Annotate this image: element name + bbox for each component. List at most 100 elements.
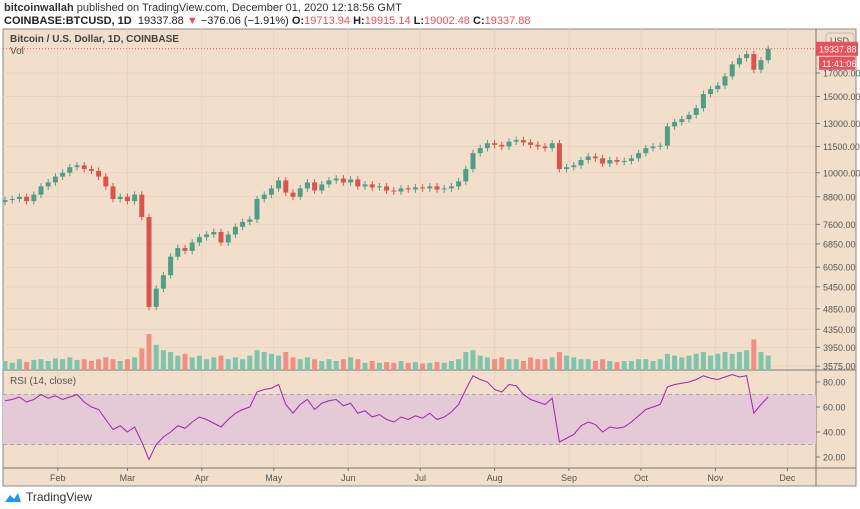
volume-bar <box>261 352 267 370</box>
volume-bar <box>38 359 44 370</box>
candle-body <box>333 178 339 181</box>
candle-body <box>628 158 634 161</box>
candle-body <box>492 143 498 145</box>
volume-bar <box>470 350 476 370</box>
volume-bar <box>614 362 620 370</box>
volume-bar <box>24 362 30 370</box>
volume-bar <box>124 359 130 370</box>
candle-body <box>700 94 706 109</box>
volume-bar <box>592 361 598 370</box>
volume-bar <box>427 362 433 370</box>
change: −376.06 (−1.91%) <box>200 15 289 27</box>
volume-bar <box>182 353 188 370</box>
candle-body <box>38 186 44 195</box>
low-value: 19002.48 <box>424 15 470 27</box>
candle-body <box>304 182 310 189</box>
volume-bar <box>31 359 37 370</box>
price-tick-label: 11500.00 <box>823 142 860 152</box>
candle-body <box>9 198 15 201</box>
candle-body <box>160 275 166 289</box>
candle-body <box>722 76 728 86</box>
time-tick-label: Jun <box>341 473 356 483</box>
time-tick-label: Jul <box>414 473 426 483</box>
candle-body <box>405 188 411 190</box>
candle-body <box>31 194 37 202</box>
volume-bar <box>333 361 339 370</box>
candle-body <box>758 60 764 70</box>
high-label: H: <box>353 15 365 27</box>
candle-body <box>470 153 476 170</box>
volume-bar <box>434 362 440 370</box>
volume-bar <box>535 359 541 370</box>
tradingview-logo: TradingView <box>4 490 92 504</box>
volume-bar <box>16 359 22 370</box>
candle-body <box>153 288 159 307</box>
rsi-tick-label: 60.00 <box>823 403 846 413</box>
candle-body <box>607 160 613 164</box>
volume-bar <box>700 352 706 370</box>
volume-bar <box>686 355 692 370</box>
volume-bar <box>218 355 224 370</box>
volume-bar <box>153 344 159 370</box>
price-tick-label: 17000.00 <box>823 69 860 79</box>
candle-body <box>247 219 253 222</box>
candle-body <box>189 242 195 251</box>
candle-body <box>297 188 303 197</box>
candle-body <box>729 64 735 77</box>
volume-bar <box>117 361 123 370</box>
candle-body <box>376 186 382 188</box>
volume-bar <box>326 359 332 370</box>
candle-body <box>571 165 577 168</box>
candle-body <box>240 221 246 227</box>
candle-body <box>585 156 591 161</box>
candle-body <box>499 144 505 147</box>
candle-body <box>528 142 534 145</box>
candle-body <box>24 196 30 202</box>
volume-bar <box>722 352 728 370</box>
volume-bar <box>168 352 174 370</box>
volume-bar <box>607 361 613 370</box>
candle-body <box>232 226 238 235</box>
rsi-line <box>4 373 769 461</box>
candle-body <box>744 54 750 59</box>
candle-body <box>340 178 346 183</box>
candle-body <box>254 198 260 220</box>
candle-body <box>456 181 462 187</box>
volume-bar <box>758 352 764 370</box>
candle-body <box>146 217 152 307</box>
volume-bar <box>484 357 490 370</box>
candle-body <box>679 119 685 122</box>
candle-body <box>564 167 570 170</box>
volume-bar <box>283 352 289 370</box>
candle-body <box>513 140 519 142</box>
close-value: 19337.88 <box>484 15 531 27</box>
price-tick-label: 8800.00 <box>823 192 856 202</box>
volume-bar <box>549 357 555 370</box>
volume-bar <box>189 357 195 370</box>
candle-body <box>348 179 354 183</box>
candle-body <box>168 256 174 276</box>
price-tick-label: 15000.00 <box>823 92 860 102</box>
open-label: O: <box>291 15 305 27</box>
candle-body <box>578 160 584 166</box>
volume-bar <box>528 357 534 370</box>
time-tick-label: Mar <box>120 473 136 483</box>
volume-bar <box>664 353 670 370</box>
volume-bar <box>304 357 310 370</box>
candle-body <box>117 196 123 199</box>
candle-body <box>412 187 418 190</box>
candle-body <box>124 196 130 202</box>
volume-bar <box>405 362 411 370</box>
candle-body <box>384 186 390 191</box>
candle-body <box>218 231 224 243</box>
volume-bar <box>139 348 145 370</box>
volume-bar <box>74 359 80 370</box>
countdown-tag-text: 11:41:06 <box>822 59 856 69</box>
candle-body <box>132 194 138 202</box>
volume-bar <box>355 359 361 370</box>
volume-bar <box>765 355 771 370</box>
volume-bar <box>520 361 526 370</box>
price-tick-label: 6050.00 <box>823 263 856 273</box>
candle-body <box>420 187 426 189</box>
